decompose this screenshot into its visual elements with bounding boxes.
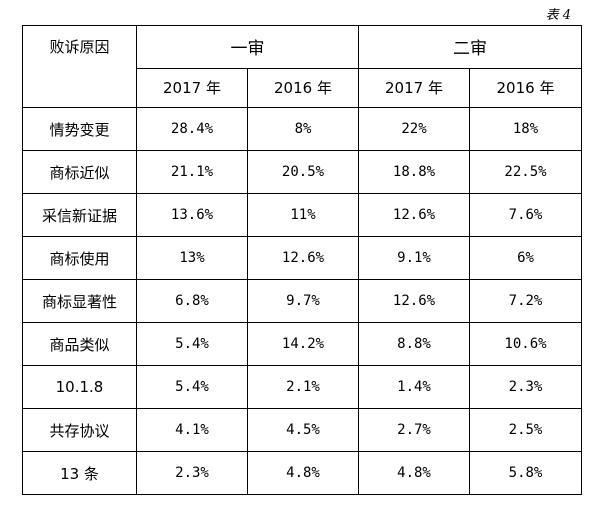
table-cell: 22% [358, 107, 470, 151]
table-cell: 12.6% [247, 236, 359, 280]
table-row: 情势变更 28.4% 8% 22% 18% [22, 107, 582, 151]
table-row: 商品类似 5.4% 14.2% 8.8% 10.6% [22, 322, 582, 366]
table-cell: 4.8% [358, 451, 470, 495]
row-label: 10.1.8 [22, 365, 137, 409]
table-cell: 2.7% [358, 408, 470, 452]
table-cell: 7.2% [469, 279, 582, 323]
table-cell: 5.4% [136, 365, 248, 409]
header-year: 2017 年 [136, 67, 248, 109]
table-row: 共存协议 4.1% 4.5% 2.7% 2.5% [22, 408, 582, 452]
table-cell: 2.3% [469, 365, 582, 409]
table-cell: 14.2% [247, 322, 359, 366]
table-cell: 18.8% [358, 150, 470, 194]
row-label: 13 条 [22, 451, 137, 495]
table-row: 采信新证据 13.6% 11% 12.6% 7.6% [22, 193, 582, 237]
table-cell: 2.3% [136, 451, 248, 495]
table-cell: 11% [247, 193, 359, 237]
row-label: 商标近似 [22, 150, 137, 194]
table-cell: 9.1% [358, 236, 470, 280]
table-cell: 4.5% [247, 408, 359, 452]
table-cell: 4.1% [136, 408, 248, 452]
row-label: 商标使用 [22, 236, 137, 280]
table-cell: 4.8% [247, 451, 359, 495]
table-cell: 12.6% [358, 279, 470, 323]
table-cell: 8% [247, 107, 359, 151]
table-row: 商标近似 21.1% 20.5% 18.8% 22.5% [22, 150, 582, 194]
header-second-instance: 二审 [358, 25, 582, 69]
table-cell: 6.8% [136, 279, 248, 323]
row-label: 采信新证据 [22, 193, 137, 237]
row-label: 商品类似 [22, 322, 137, 366]
table-cell: 5.4% [136, 322, 248, 366]
table-cell: 1.4% [358, 365, 470, 409]
table-cell: 7.6% [469, 193, 582, 237]
table-cell: 6% [469, 236, 582, 280]
table-cell: 21.1% [136, 150, 248, 194]
table-cell: 20.5% [247, 150, 359, 194]
table-cell: 8.8% [358, 322, 470, 366]
table-cell: 2.1% [247, 365, 359, 409]
table-cell: 5.8% [469, 451, 582, 495]
table-row: 10.1.8 5.4% 2.1% 1.4% 2.3% [22, 365, 582, 409]
table-cell: 18% [469, 107, 582, 151]
table-caption: 表 4 [545, 8, 571, 23]
header-year: 2017 年 [358, 67, 470, 109]
table-cell: 9.7% [247, 279, 359, 323]
table-row: 13 条 2.3% 4.8% 4.8% 5.8% [22, 451, 582, 495]
table-cell: 10.6% [469, 322, 582, 366]
header-year: 2016 年 [469, 67, 582, 109]
table-cell: 2.5% [469, 408, 582, 452]
row-label: 情势变更 [22, 107, 137, 151]
table-cell: 13.6% [136, 193, 248, 237]
table-cell: 12.6% [358, 193, 470, 237]
row-label: 共存协议 [22, 408, 137, 452]
header-year: 2016 年 [247, 67, 359, 109]
row-label: 商标显著性 [22, 279, 137, 323]
table-row: 商标显著性 6.8% 9.7% 12.6% 7.2% [22, 279, 582, 323]
table-row: 商标使用 13% 12.6% 9.1% 6% [22, 236, 582, 280]
table-cell: 13% [136, 236, 248, 280]
header-corner: 败诉原因 [22, 25, 137, 108]
header-first-instance: 一审 [136, 25, 359, 69]
table-cell: 28.4% [136, 107, 248, 151]
table-cell: 22.5% [469, 150, 582, 194]
statistics-table: 败诉原因 一审 二审 2017 年 2016 年 2017 年 2016 年 情… [22, 25, 582, 495]
